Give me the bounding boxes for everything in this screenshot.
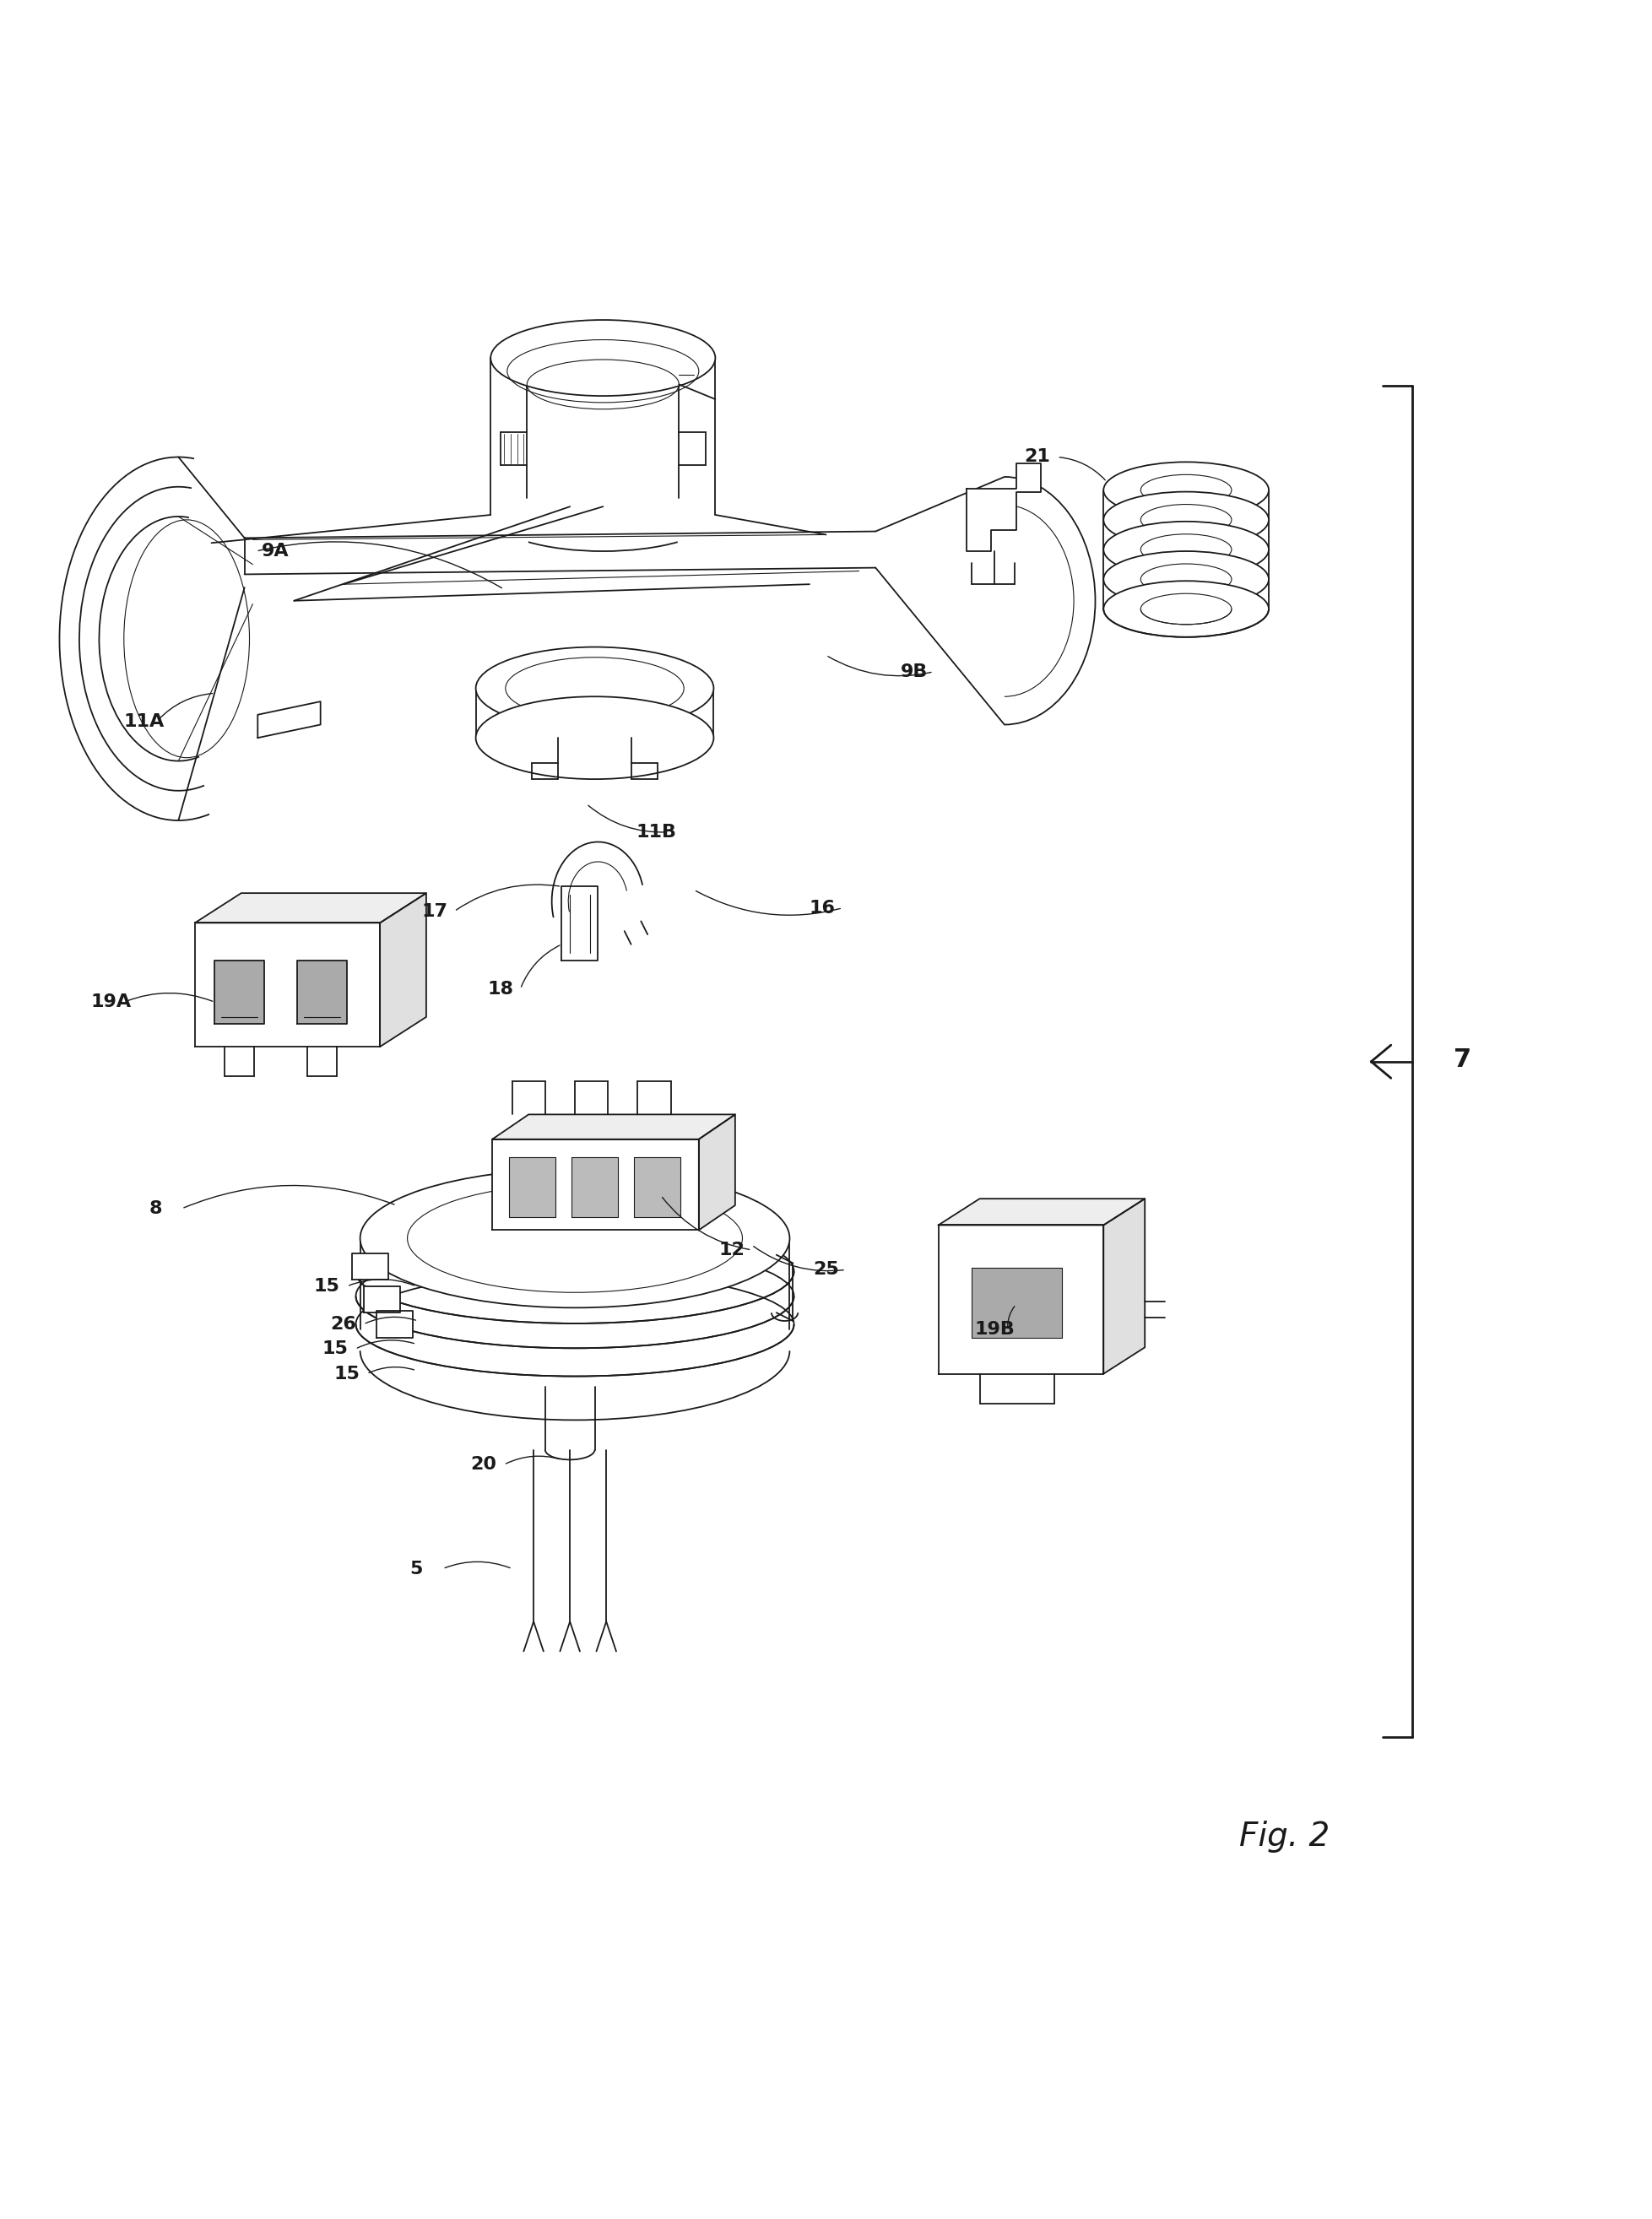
Polygon shape [938,1198,1145,1225]
Polygon shape [938,1225,1104,1374]
Text: 20: 20 [471,1456,497,1473]
Ellipse shape [1140,564,1232,595]
Polygon shape [297,961,347,1023]
Ellipse shape [506,657,684,719]
Polygon shape [1104,1198,1145,1374]
Text: 5: 5 [410,1560,423,1578]
Polygon shape [377,1311,413,1338]
Polygon shape [971,1267,1062,1338]
Text: 16: 16 [809,899,836,916]
Polygon shape [215,961,264,1023]
Polygon shape [699,1114,735,1229]
Text: 17: 17 [421,903,448,919]
Text: 9B: 9B [900,663,928,681]
Ellipse shape [476,648,714,730]
Ellipse shape [491,320,715,395]
Ellipse shape [1104,521,1269,577]
Ellipse shape [1140,592,1232,624]
Text: 15: 15 [334,1365,360,1382]
Text: 7: 7 [1454,1047,1472,1072]
Text: 18: 18 [487,981,514,996]
Text: 9A: 9A [261,544,289,559]
Text: 19A: 19A [91,994,132,1010]
Polygon shape [509,1158,555,1216]
Text: 12: 12 [719,1240,745,1258]
Ellipse shape [1140,475,1232,506]
Polygon shape [258,701,320,739]
Ellipse shape [1104,550,1269,608]
Text: 15: 15 [322,1340,349,1358]
Polygon shape [966,464,1041,550]
Text: 11B: 11B [636,823,677,841]
Ellipse shape [1104,462,1269,519]
Polygon shape [492,1114,735,1138]
Polygon shape [492,1138,699,1229]
Text: 15: 15 [314,1278,340,1294]
Polygon shape [363,1287,400,1314]
Ellipse shape [1104,493,1269,548]
Polygon shape [195,923,380,1047]
Polygon shape [562,888,598,961]
Text: 8: 8 [149,1200,162,1216]
Text: Fig. 2: Fig. 2 [1239,1820,1330,1853]
Polygon shape [572,1158,618,1216]
Text: 25: 25 [813,1260,839,1278]
Polygon shape [352,1254,388,1280]
Polygon shape [195,892,426,923]
Text: 21: 21 [1024,448,1051,466]
Text: 11A: 11A [124,712,165,730]
Ellipse shape [476,697,714,779]
Text: 19B: 19B [975,1320,1014,1338]
Ellipse shape [360,1169,790,1307]
Ellipse shape [408,1185,742,1291]
Ellipse shape [1140,504,1232,535]
Ellipse shape [1104,581,1269,637]
Polygon shape [380,892,426,1047]
Text: 26: 26 [330,1316,357,1334]
Ellipse shape [1140,535,1232,566]
Polygon shape [634,1158,681,1216]
